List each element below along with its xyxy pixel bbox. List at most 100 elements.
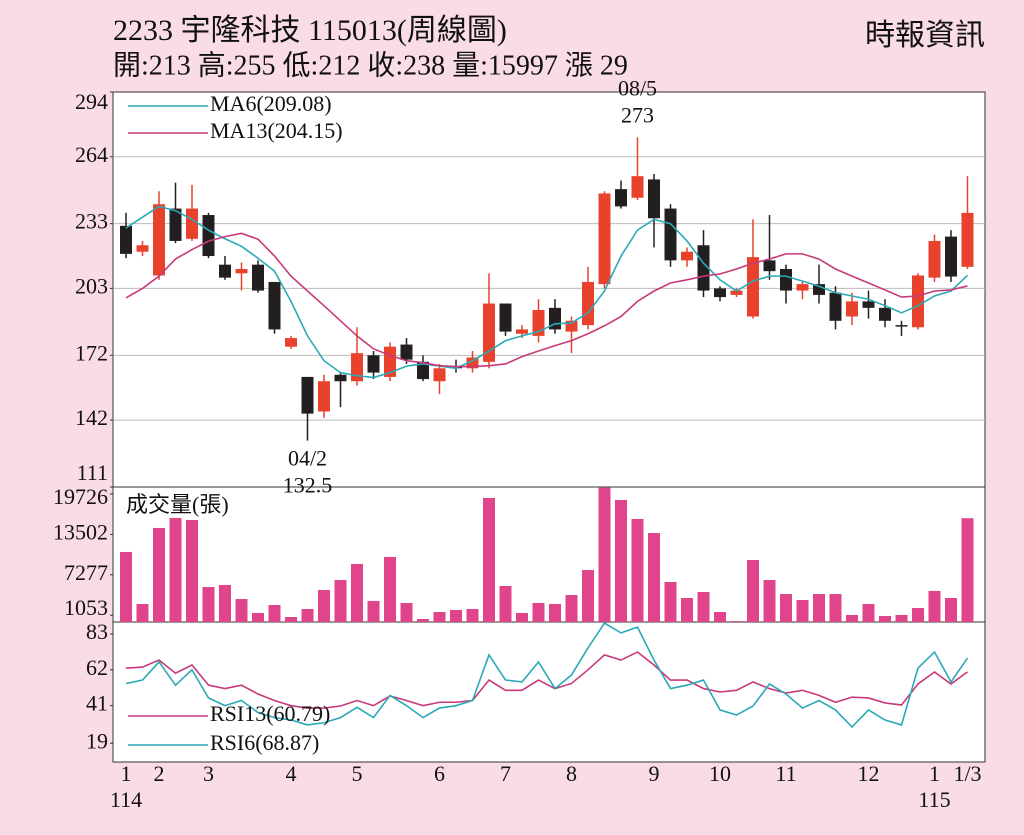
- volume-bar: [664, 582, 677, 622]
- candle-body: [483, 303, 495, 362]
- chart-title: 2233 宇隆科技 115013(周線圖): [113, 14, 507, 47]
- candle-body: [285, 338, 297, 347]
- candle-body: [136, 245, 149, 252]
- annotation-value: 132.5: [283, 473, 333, 498]
- volume-bar: [384, 556, 396, 622]
- candle-body: [433, 368, 446, 382]
- x-tick-label: 1: [929, 761, 940, 786]
- volume-bar: [252, 612, 264, 622]
- candle-body: [796, 284, 809, 291]
- volume-bar: [433, 612, 446, 622]
- candle-body: [747, 257, 759, 317]
- candle-body: [516, 329, 528, 334]
- series-line: [125, 232, 968, 368]
- candle-body: [879, 307, 891, 321]
- series-line: [125, 651, 968, 709]
- candle-body: [846, 301, 858, 317]
- annotation-date: 04/2: [288, 446, 327, 471]
- volume-bar: [268, 604, 281, 622]
- volume-bar: [565, 595, 578, 622]
- candle-body: [763, 260, 776, 272]
- y-tick-label: 13502: [53, 519, 108, 544]
- x-sub-label: 114: [110, 787, 142, 812]
- candle-body: [466, 357, 479, 369]
- candle-body: [499, 303, 512, 332]
- volume-bar: [631, 518, 644, 622]
- volume-bar: [169, 517, 182, 622]
- x-tick-label: 12: [858, 761, 880, 786]
- volume-bar: [532, 602, 545, 622]
- y-tick-label: 19726: [53, 484, 108, 509]
- volume-bar: [615, 499, 627, 622]
- volume-bar: [912, 607, 924, 622]
- plot-area: [112, 91, 986, 763]
- volume-bar: [334, 580, 347, 622]
- volume-bar: [895, 614, 908, 622]
- y-tick-label: 172: [75, 340, 108, 365]
- y-tick-label: 83: [86, 619, 108, 644]
- annotation-value: 273: [621, 102, 654, 127]
- legend-label: MA13(204.15): [210, 118, 343, 143]
- y-tick-label: 111: [77, 460, 108, 485]
- candle-body: [351, 353, 363, 382]
- candle-body: [219, 264, 231, 278]
- annotation-date: 08/5: [618, 75, 657, 100]
- volume-bar: [763, 580, 776, 622]
- candle-body: [202, 215, 215, 257]
- volume-bar: [417, 619, 429, 622]
- y-tick-label: 142: [75, 405, 108, 430]
- candle-body: [334, 374, 347, 382]
- candle-body: [780, 268, 792, 291]
- volume-bar: [945, 597, 957, 622]
- y-tick-label: 7277: [64, 560, 108, 585]
- x-tick-label: 2: [154, 761, 165, 786]
- candle-body: [252, 264, 264, 291]
- candle-body: [829, 292, 842, 321]
- y-tick-label: 1053: [64, 595, 108, 620]
- candle-body: [895, 325, 908, 327]
- volume-bar: [202, 587, 215, 622]
- candle-body: [565, 320, 578, 332]
- candle-body: [268, 281, 281, 330]
- volume-bar: [153, 527, 165, 622]
- candle-body: [945, 236, 957, 277]
- candle-body: [400, 344, 413, 360]
- candle-body: [186, 208, 198, 239]
- candle-body: [235, 268, 248, 274]
- volume-bar: [714, 612, 726, 622]
- x-tick-label: 9: [649, 761, 660, 786]
- candle-body: [730, 290, 743, 295]
- candle-body: [417, 361, 429, 380]
- volume-bar: [186, 519, 198, 622]
- panel-title: 成交量(張): [126, 492, 229, 517]
- y-tick-label: 294: [75, 89, 108, 114]
- y-tick-label: 233: [75, 209, 108, 234]
- volume-bar: [516, 612, 528, 622]
- y-tick-label: 203: [75, 273, 108, 298]
- volume-bar: [681, 597, 693, 622]
- candle-body: [153, 204, 165, 276]
- quote: 開:213 高:255 低:212 收:238 量:15997 漲 29: [113, 49, 628, 81]
- series-line: [125, 621, 969, 729]
- volume-bar: [598, 487, 611, 622]
- volume-bar: [796, 599, 809, 622]
- candle-body: [615, 189, 627, 207]
- x-tick-label: 1/3: [953, 761, 981, 786]
- candle-body: [961, 212, 974, 267]
- candle-body: [582, 281, 594, 326]
- volume-bar: [928, 590, 941, 622]
- volume-bar: [780, 594, 792, 622]
- y-tick-label: 62: [86, 655, 108, 680]
- series-line: [125, 205, 969, 379]
- x-tick-label: 1: [121, 761, 132, 786]
- volume-bar: [400, 602, 413, 622]
- candle-body: [912, 275, 924, 328]
- volume-bar: [136, 604, 149, 622]
- volume-bar: [219, 585, 231, 622]
- candle-body: [367, 355, 380, 373]
- candle-body: [714, 288, 726, 298]
- x-tick-label: 5: [352, 761, 363, 786]
- volume-bar: [450, 609, 462, 622]
